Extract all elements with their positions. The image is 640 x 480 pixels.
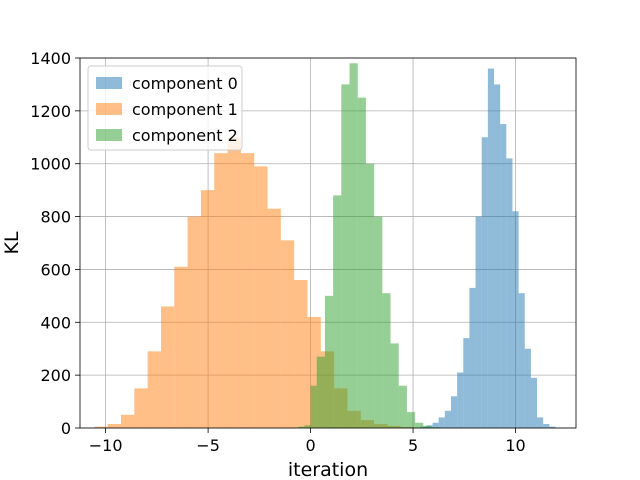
histogram-bar	[187, 216, 201, 428]
y-tick-label: 800	[40, 208, 71, 227]
legend: component 0 component 1 component 2	[87, 65, 243, 151]
histogram-bar	[390, 343, 399, 428]
histogram-bar	[298, 426, 305, 428]
legend-swatch	[96, 77, 122, 89]
legend-entry-label: component 1	[132, 100, 238, 119]
axis-ticks: −10 −5 0 5 10 0 200 400 600 800 1000 1200 1400	[30, 49, 525, 455]
histogram-bar	[310, 385, 317, 428]
plot-frame	[79, 57, 577, 429]
series-0-bars	[420, 68, 556, 429]
histogram-bar	[506, 158, 513, 428]
histogram-bar	[94, 426, 108, 428]
histogram-bar	[316, 356, 325, 428]
legend-swatch	[96, 103, 122, 115]
y-tick-label: 600	[40, 260, 71, 279]
legend-box	[87, 65, 243, 151]
histogram-bar	[457, 372, 464, 428]
histogram-bar	[438, 417, 445, 428]
legend-swatch	[96, 129, 122, 141]
histogram-bar	[518, 293, 525, 428]
y-tick-label: 1200	[30, 102, 71, 121]
histogram-bar	[200, 190, 215, 428]
histogram-bar	[174, 266, 188, 428]
x-tick-label: −5	[196, 436, 220, 455]
histogram-bar	[147, 351, 161, 428]
histogram-bar	[537, 417, 544, 428]
histogram-bar	[160, 306, 175, 428]
histogram-bar	[481, 137, 488, 429]
histogram-bar	[415, 422, 424, 428]
y-tick-label: 0	[61, 419, 71, 438]
histogram-bar	[494, 84, 501, 428]
histogram-bar	[406, 412, 416, 428]
histogram-bar	[432, 422, 439, 428]
histogram-bar	[214, 153, 228, 428]
histogram-bar	[423, 425, 432, 428]
histogram-bar	[530, 377, 538, 428]
histogram-bar	[475, 216, 482, 428]
y-tick-label: 400	[40, 313, 71, 332]
series-2-bars	[298, 63, 440, 429]
histogram-bars	[94, 63, 556, 429]
histogram-bar	[398, 385, 407, 428]
x-tick-label: 5	[408, 436, 418, 455]
histogram-bar	[341, 84, 350, 428]
x-tick-label: 10	[505, 436, 525, 455]
legend-entry-label: component 0	[132, 74, 238, 93]
x-axis-label: iteration	[288, 459, 368, 480]
histogram-bar	[107, 424, 121, 428]
histogram-bar	[333, 195, 342, 428]
histogram-bar	[120, 414, 135, 428]
y-tick-label: 1400	[30, 49, 71, 68]
histogram-bar	[294, 280, 308, 428]
histogram-bar	[512, 211, 519, 428]
histogram-bar	[500, 124, 507, 429]
histogram-bar	[304, 425, 311, 428]
y-tick-label: 1000	[30, 155, 71, 174]
histogram-bar	[365, 163, 375, 428]
histogram-bar	[382, 293, 391, 428]
histogram-bar	[324, 295, 334, 428]
histogram-bar	[444, 410, 451, 428]
histogram-bar	[254, 166, 268, 428]
histogram-bar	[549, 426, 556, 428]
histogram-bar	[463, 338, 470, 428]
histogram-bar	[134, 388, 148, 428]
histogram-bar	[524, 348, 531, 428]
x-tick-label: 0	[305, 436, 315, 455]
histogram-bar	[349, 63, 358, 429]
histogram-bar	[450, 396, 458, 428]
histogram-bar	[469, 287, 476, 428]
histogram-bar	[543, 424, 550, 428]
y-axis-label: KL	[1, 231, 23, 254]
histogram-bar	[267, 208, 281, 428]
histogram-bar	[280, 240, 295, 428]
x-tick-label: −10	[89, 436, 123, 455]
y-tick-label: 200	[40, 366, 71, 385]
histogram-bar	[227, 137, 241, 429]
histogram-bar	[487, 68, 495, 429]
histogram-bar	[374, 216, 383, 428]
legend-entry-label: component 2	[132, 126, 238, 145]
histogram-bar	[357, 97, 366, 429]
histogram-bar	[240, 153, 255, 428]
